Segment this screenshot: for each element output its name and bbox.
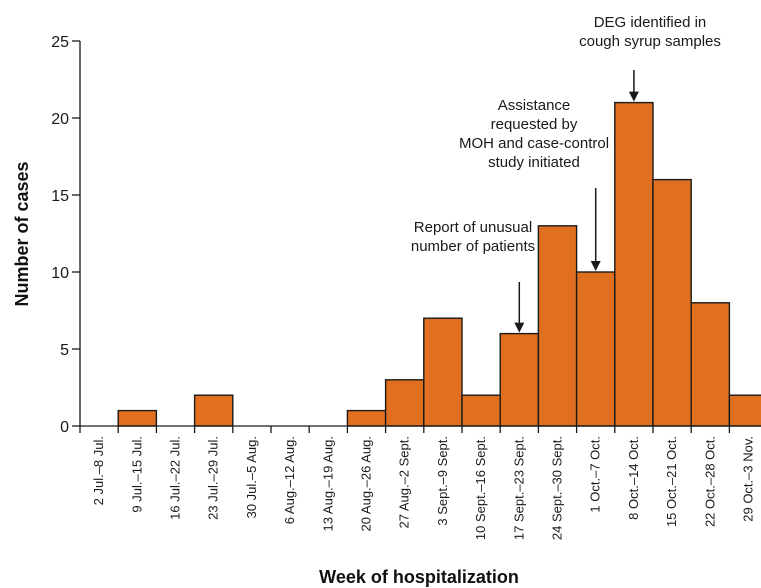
bar — [423, 317, 463, 427]
bar — [575, 271, 616, 427]
x-category-label: 24 Sept.–30 Sept. — [550, 436, 565, 540]
annotation-text-line: cough syrup samples — [579, 33, 721, 50]
annotation-text-line: Assistance — [498, 97, 571, 114]
x-category-label: 23 Jul.–29 Jul. — [206, 436, 221, 520]
y-tick-label: 5 — [60, 342, 69, 359]
annotation: DEG identified in cough syrup samples — [579, 14, 721, 102]
x-category-label: 27 Aug.–2 Sept. — [397, 436, 412, 529]
bar — [690, 302, 731, 427]
x-category-label: 13 Aug.–19 Aug. — [320, 436, 335, 531]
annotation: Report of unusual number of patients — [411, 219, 535, 333]
annotation-text-line: Report of unusual — [414, 219, 532, 236]
x-category-label: 15 Oct.–21 Oct. — [664, 436, 679, 527]
x-category-labels-layer: 2 Jul.–8 Jul. 9 Jul.–15 Jul. 16 Jul.–22 Ju… — [79, 426, 756, 540]
x-category-label: 9 Jul.–15 Jul. — [129, 436, 144, 513]
y-tick-label: 25 — [51, 34, 69, 51]
annotation-arrow-head — [590, 261, 601, 271]
x-category-label: 17 Sept.–23 Sept. — [511, 436, 526, 540]
y-tick-label: 15 — [51, 188, 69, 205]
bar — [537, 225, 578, 427]
annotation-text-line: number of patients — [411, 238, 535, 255]
x-category-label: 8 Oct.–14 Oct. — [626, 436, 641, 520]
x-category-label: 16 Jul.–22 Jul. — [168, 436, 183, 520]
annotation-text-line: MOH and case-control — [459, 135, 609, 152]
annotation-text-line: study initiated — [488, 154, 580, 171]
bar — [614, 101, 654, 427]
bar — [193, 394, 234, 427]
bar — [728, 394, 761, 427]
bar — [499, 332, 540, 427]
y-tick-label: 20 — [51, 111, 69, 128]
y-tick-label: 0 — [60, 419, 69, 436]
x-category-label: 22 Oct.–28 Oct. — [702, 436, 717, 527]
bar — [117, 409, 158, 427]
bar — [384, 379, 425, 427]
bar — [652, 178, 692, 427]
x-category-label: 6 Aug.–12 Aug. — [282, 436, 297, 524]
bar — [346, 409, 387, 427]
x-category-label: 3 Sept.–9 Sept. — [435, 436, 450, 526]
annotation-text-line: requested by — [491, 116, 578, 133]
x-axis-title: Week of hospitalization — [319, 567, 519, 587]
annotation-arrow-head — [628, 91, 639, 102]
y-ticks-layer: 0 5 10 15 20 25 — [51, 34, 80, 436]
y-tick-label: 10 — [51, 265, 69, 282]
x-category-label: 20 Aug.–26 Aug. — [359, 436, 374, 531]
x-category-label: 1 Oct.–7 Oct. — [588, 436, 603, 513]
y-axis-title: Number of cases — [12, 161, 32, 306]
bars-layer — [117, 101, 761, 427]
x-category-label: 10 Sept.–16 Sept. — [473, 436, 488, 540]
bar — [461, 394, 501, 427]
x-category-label: 30 Jul.–5 Aug. — [244, 436, 259, 518]
annotation: Assistance requested by MOH and case-contr… — [459, 97, 609, 271]
x-category-label: 29 Oct.–3 Nov. — [741, 436, 756, 522]
annotation-arrow-head — [514, 322, 525, 333]
annotation-text-line: DEG identified in — [594, 14, 707, 31]
x-category-label: 2 Jul.–8 Jul. — [91, 436, 106, 505]
